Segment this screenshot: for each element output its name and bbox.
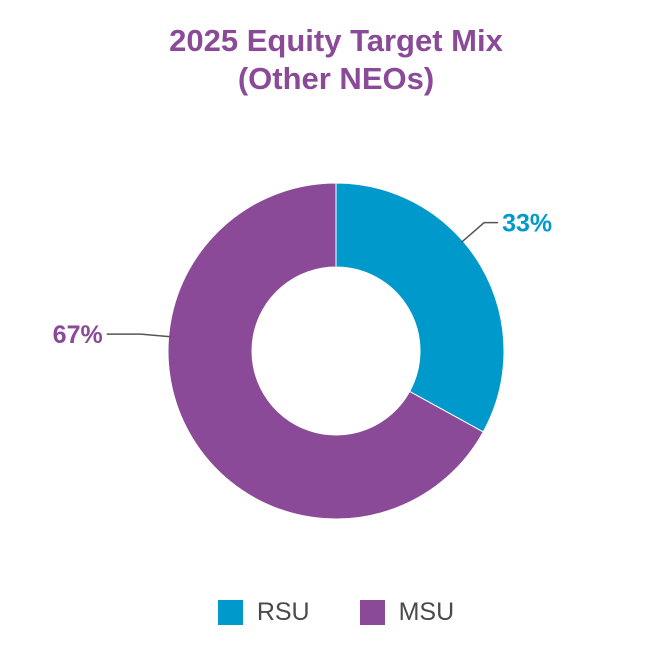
legend-label-msu: MSU — [398, 598, 455, 626]
legend: RSU MSU — [0, 598, 672, 627]
chart-title-line-2: (Other NEOs) — [237, 61, 435, 96]
slice-msu — [167, 182, 484, 520]
chart-title: 2025 Equity Target Mix (Other NEOs) — [0, 22, 672, 98]
legend-swatch-rsu — [217, 600, 243, 625]
data-label-rsu: 33% — [502, 210, 552, 238]
chart-title-line-1: 2025 Equity Target Mix — [169, 23, 503, 58]
slice-rsu — [335, 182, 505, 433]
legend-swatch-msu — [359, 600, 385, 625]
legend-item-msu: MSU — [359, 598, 455, 627]
data-label-msu: 67% — [53, 321, 103, 349]
legend-item-rsu: RSU — [217, 598, 310, 627]
legend-label-rsu: RSU — [256, 598, 310, 626]
leader-line-msu — [106, 333, 171, 338]
leader-line-rsu — [460, 221, 499, 243]
